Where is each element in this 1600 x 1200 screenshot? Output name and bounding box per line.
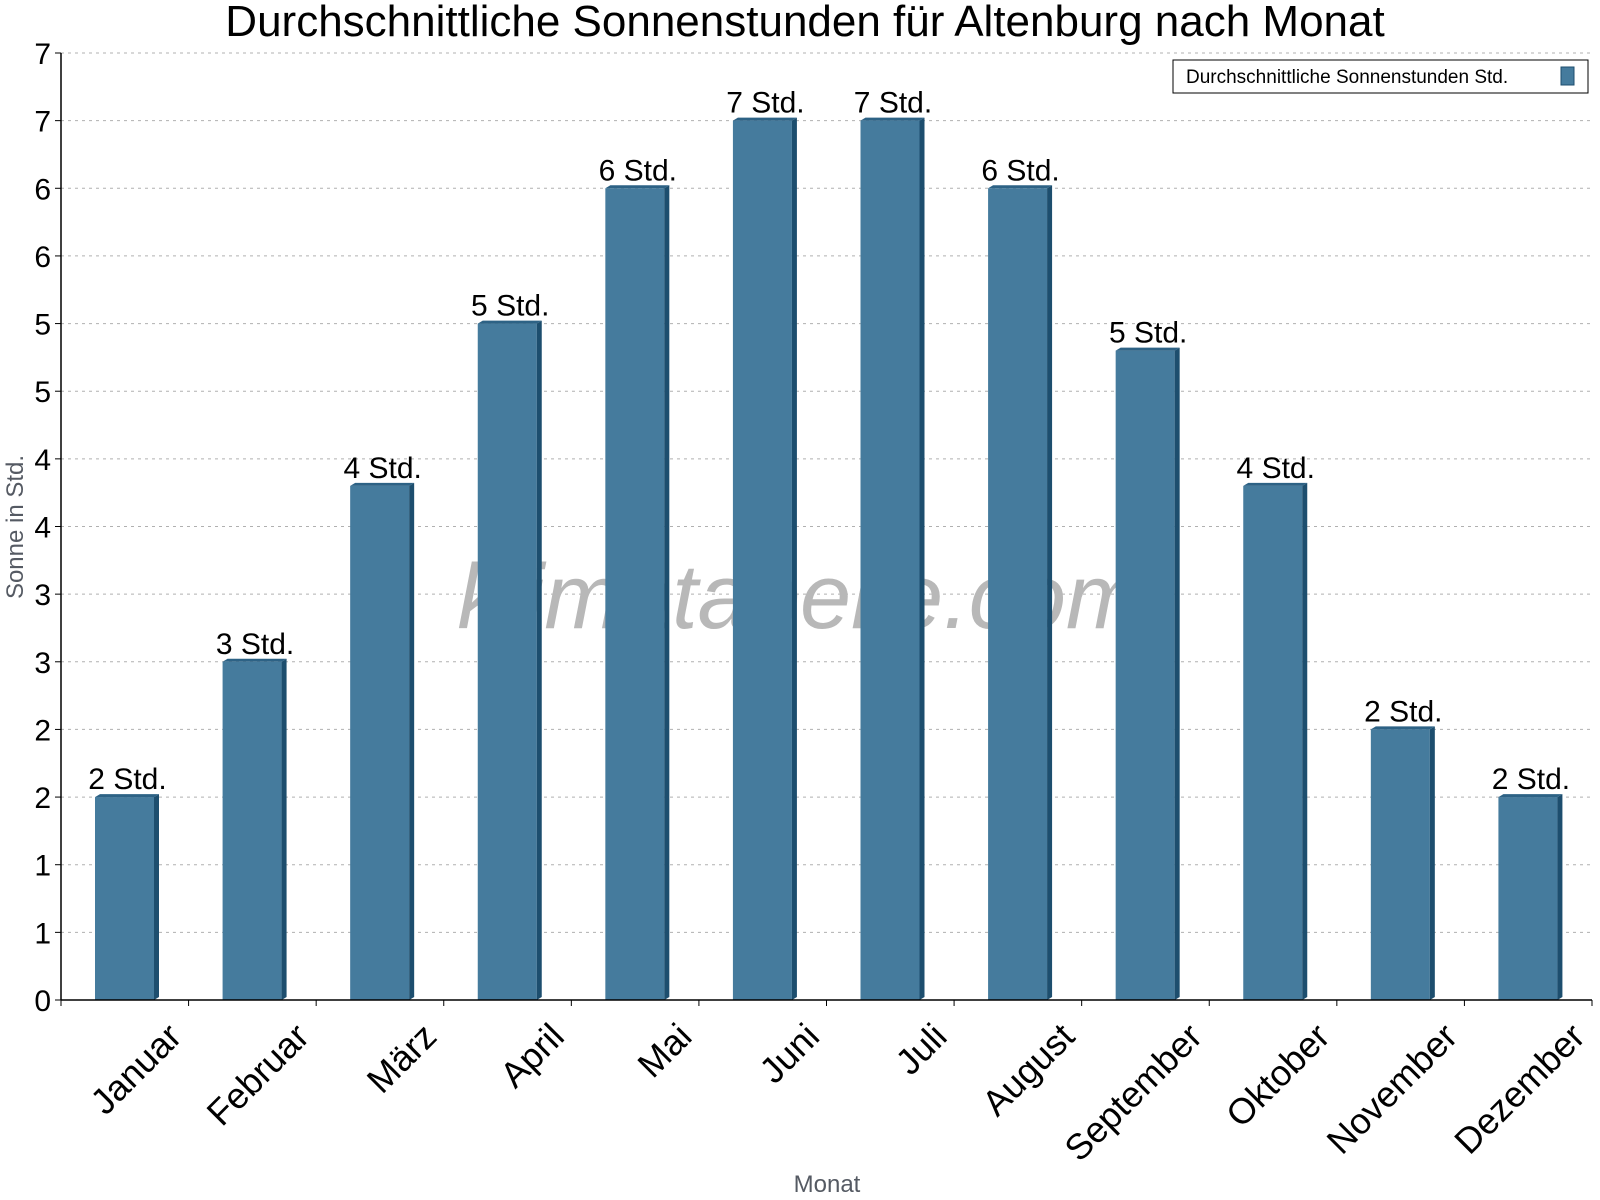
value-label: 5 Std. — [1109, 317, 1187, 350]
y-tick-label: 7 — [34, 106, 51, 139]
bar-side — [791, 117, 797, 1000]
bar-side — [664, 185, 670, 1001]
value-label: 4 Std. — [343, 452, 421, 485]
bar — [988, 188, 1048, 1001]
x-tick-labels: Januar Februar März April Mai Juni Juli AugustS… — [82, 1015, 1592, 1169]
y-tick-label: 1 — [34, 917, 51, 950]
bar-top — [732, 117, 797, 121]
bar-side — [1557, 794, 1563, 1000]
y-tick-label: 3 — [34, 579, 51, 612]
y-tick-labels: 0 1 1 2 2 3 3 4 4 5 5 6 6 7 7 — [34, 38, 51, 1018]
bar-side — [1047, 185, 1053, 1001]
bar-top — [1115, 347, 1180, 351]
y-tick-label: 4 — [34, 512, 51, 545]
x-tick-label: Dezember — [1446, 1015, 1592, 1161]
y-tick-label: 5 — [34, 309, 51, 342]
bar — [1115, 350, 1175, 1001]
bar-side — [1429, 726, 1435, 1000]
bar-side — [154, 794, 159, 1000]
y-axis-title: Sonne in Std. — [2, 455, 29, 599]
bar-top — [605, 185, 670, 189]
bar — [477, 323, 537, 1001]
bar-side — [409, 482, 415, 1000]
value-label: 6 Std. — [599, 154, 677, 187]
x-tick-label: August — [974, 1015, 1082, 1123]
y-tick-label: 3 — [34, 647, 51, 680]
bar-side — [1302, 482, 1308, 1000]
x-tick-label: Juni — [751, 1015, 827, 1091]
x-tick-label: April — [492, 1015, 572, 1095]
bar-top — [1498, 794, 1563, 798]
x-tick-label: September — [1056, 1015, 1210, 1169]
value-label: 3 Std. — [216, 628, 294, 661]
grid-lines — [61, 52, 1592, 933]
value-label: 5 Std. — [471, 290, 549, 323]
x-tick-label: Februar — [199, 1015, 317, 1133]
bar-top — [350, 482, 415, 486]
y-tick-label: 1 — [34, 850, 51, 883]
value-label: 2 Std. — [1364, 695, 1442, 728]
bar — [350, 485, 410, 1000]
y-tick-label: 7 — [34, 38, 51, 71]
value-label: 4 Std. — [1237, 452, 1315, 485]
bar-side — [281, 658, 287, 1000]
bar-side — [919, 117, 925, 1000]
bar — [1370, 729, 1430, 1000]
bar — [95, 797, 154, 1000]
x-tick-label: Juli — [887, 1015, 954, 1082]
bar-side — [536, 320, 542, 1001]
bar-top — [477, 320, 542, 324]
x-axis-title: Monat — [794, 1171, 861, 1198]
bar-top — [222, 658, 287, 662]
y-tick-label: 5 — [34, 376, 51, 409]
value-labels: 2 Std. 3 Std. 4 Std. 5 Std. 6 Std. 7 Std. 7 St… — [88, 87, 1570, 796]
legend: Durchschnittliche Sonnenstunden Std. — [1172, 59, 1589, 94]
y-tick-label: 6 — [34, 173, 51, 206]
bars — [95, 117, 1563, 1001]
bar-top — [860, 117, 925, 121]
value-label: 2 Std. — [1492, 763, 1570, 796]
y-tick-label: 4 — [34, 444, 51, 477]
value-label: 2 Std. — [88, 763, 166, 796]
bar — [860, 120, 920, 1000]
x-tick-label: Januar — [82, 1015, 189, 1122]
bar-side — [1174, 347, 1180, 1001]
chart-title: Durchschnittliche Sonnenstunden für Alte… — [225, 0, 1384, 46]
bar — [732, 120, 792, 1000]
value-label: 7 Std. — [726, 87, 804, 120]
axes — [55, 52, 1593, 1006]
value-label: 7 Std. — [854, 87, 932, 120]
bar-top — [1370, 726, 1435, 730]
bar-top — [988, 185, 1053, 189]
bar-top — [1243, 482, 1308, 486]
legend-label: Durchschnittliche Sonnenstunden Std. — [1186, 67, 1508, 88]
bar — [222, 661, 282, 1000]
bar — [1243, 485, 1303, 1000]
x-tick-label: März — [359, 1015, 445, 1101]
y-tick-label: 0 — [34, 985, 51, 1018]
legend-box — [1172, 59, 1589, 94]
x-tick-label: Oktober — [1218, 1015, 1338, 1135]
y-tick-label: 2 — [34, 714, 51, 747]
bar — [605, 188, 665, 1001]
value-label: 6 Std. — [981, 154, 1059, 187]
x-tick-label: November — [1319, 1015, 1465, 1161]
bar-top — [95, 794, 159, 798]
bar — [1498, 797, 1558, 1000]
y-tick-label: 2 — [34, 782, 51, 815]
legend-swatch — [1560, 66, 1575, 86]
y-tick-label: 6 — [34, 241, 51, 274]
x-tick-label: Mai — [629, 1015, 699, 1085]
